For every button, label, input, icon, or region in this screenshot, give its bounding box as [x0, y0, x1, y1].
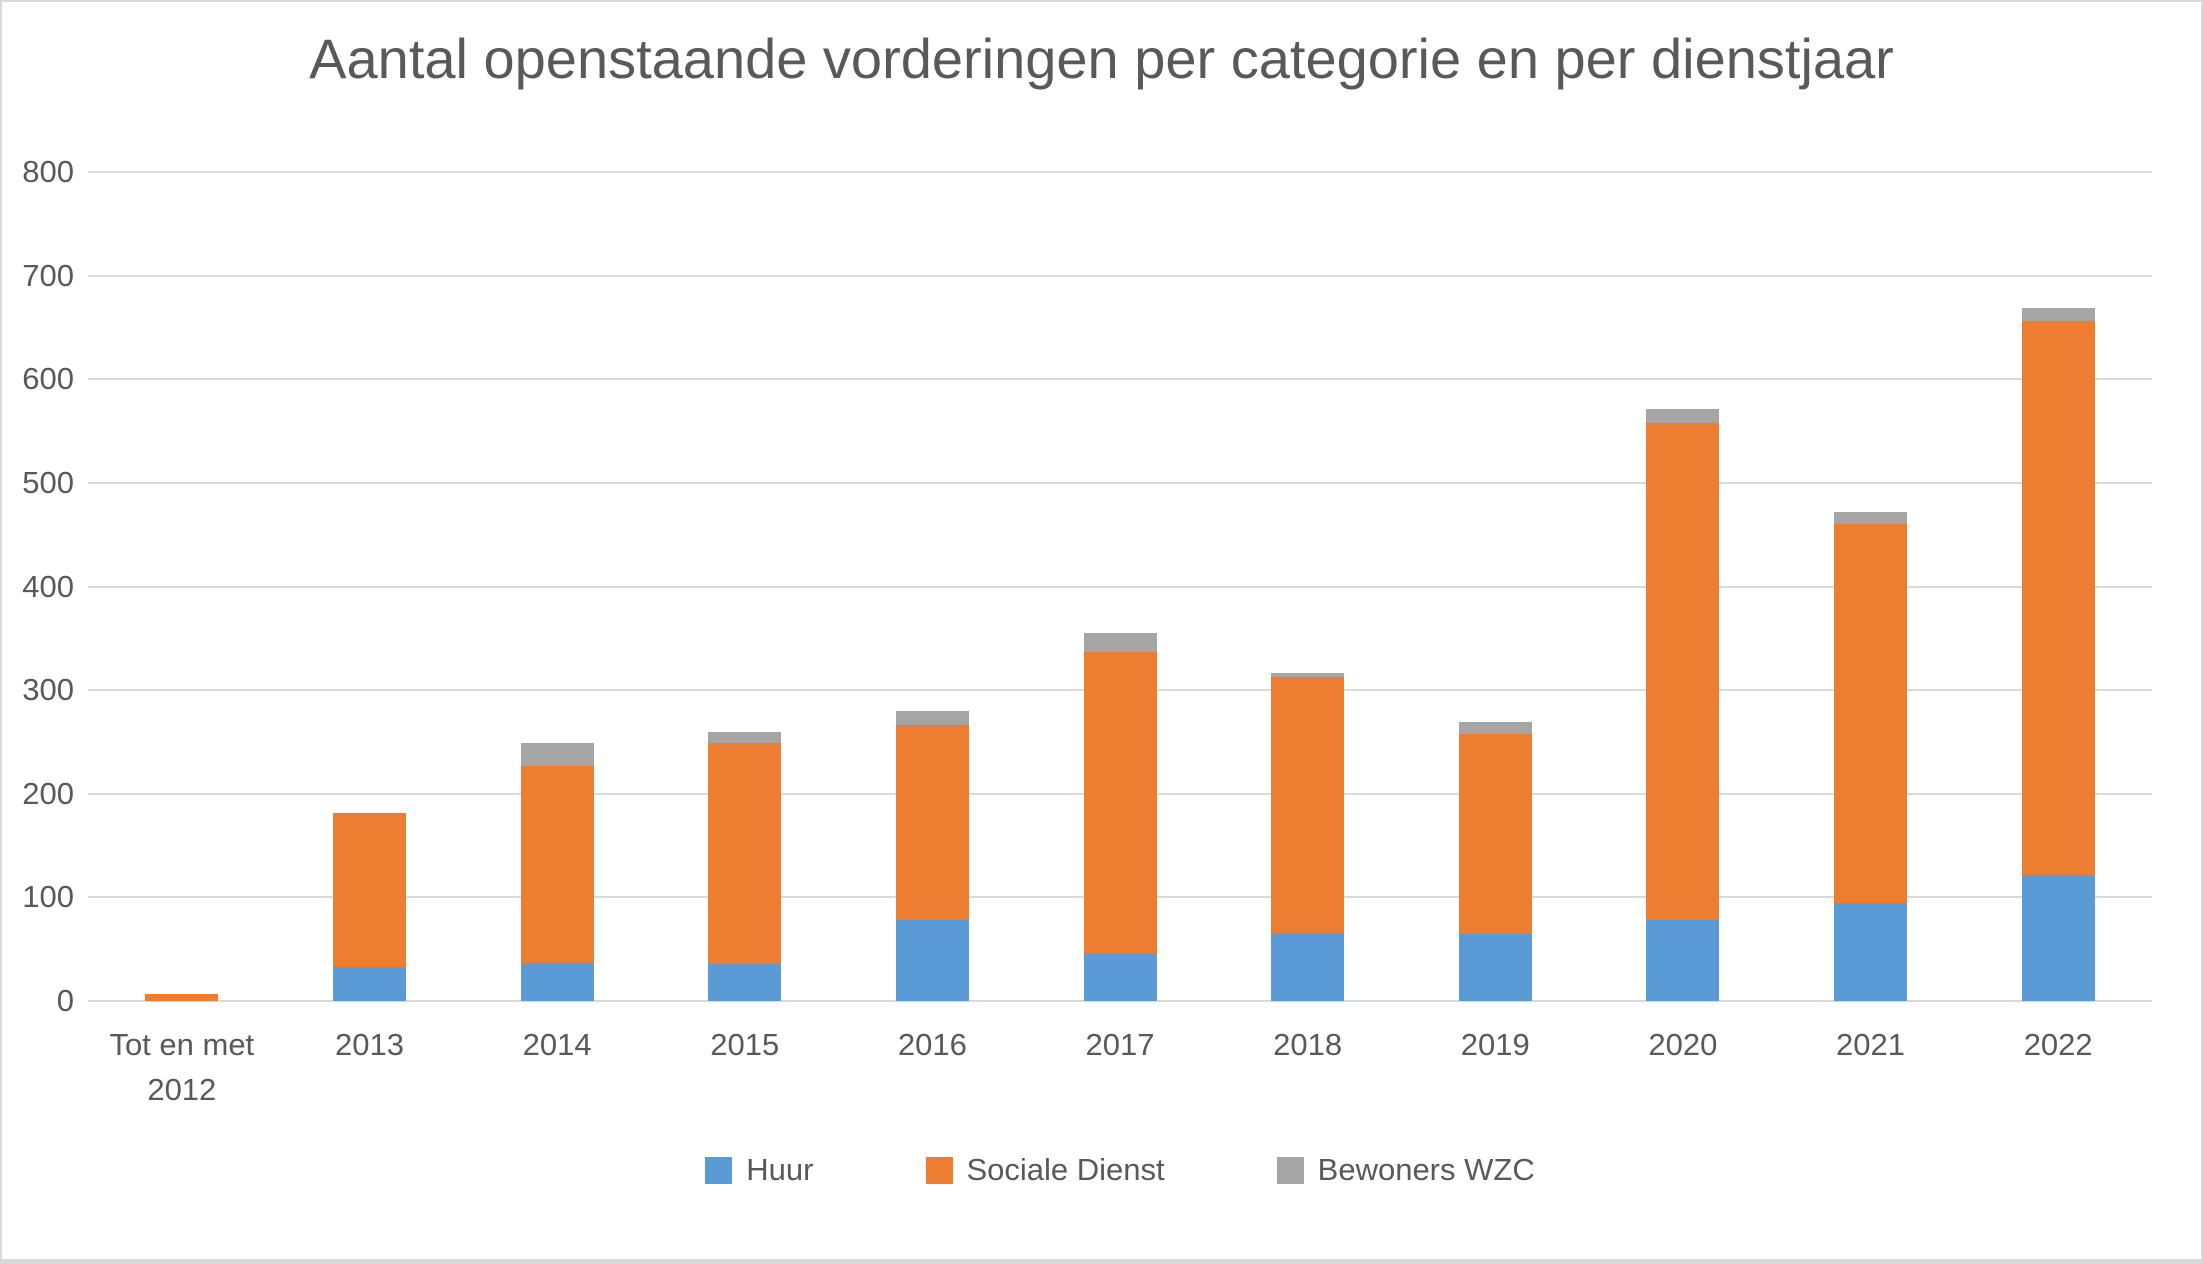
- bar-segment-sociale-dienst: [1646, 422, 1720, 921]
- bar-2021: [1834, 511, 1908, 1001]
- bar-segment-sociale-dienst: [895, 725, 969, 921]
- x-axis-label: Tot en met 2012: [109, 1027, 255, 1107]
- gridline-800: [88, 171, 2152, 173]
- bar-2014: [520, 743, 594, 1001]
- legend-swatch-huur-icon: [705, 1156, 733, 1184]
- chart-title: Aantal openstaande vorderingen per categ…: [309, 27, 1894, 90]
- x-axis-label: 2013: [334, 1027, 404, 1062]
- legend-item-bewoners-wzc: Bewoners WZC: [1276, 1152, 1535, 1188]
- y-axis-label: 100: [22, 879, 74, 915]
- gridline-500: [88, 481, 2152, 484]
- bar-2022: [2021, 307, 2095, 1001]
- gridline-600: [88, 378, 2152, 381]
- bar-2016: [895, 710, 969, 1001]
- x-axis-label: 2019: [1460, 1027, 1530, 1062]
- legend-label-huur: Huur: [746, 1152, 814, 1187]
- bar-segment-bewoners-wzc: [2021, 307, 2095, 322]
- gridline-400: [88, 585, 2152, 588]
- bar-segment-sociale-dienst: [708, 742, 782, 964]
- legend-label-sociale-dienst: Sociale Dienst: [966, 1152, 1165, 1187]
- bar-2020: [1646, 409, 1720, 1001]
- y-axis-label: 400: [22, 568, 74, 604]
- bar-segment-huur: [1458, 933, 1532, 1001]
- bar-2017: [1083, 633, 1157, 1001]
- x-axis-label: 2020: [1648, 1027, 1718, 1062]
- bar-2019: [1458, 722, 1532, 1001]
- legend-item-sociale-dienst: Sociale Dienst: [925, 1152, 1165, 1188]
- bar-segment-bewoners-wzc: [1646, 409, 1720, 423]
- bar-tot-en-met-2012: [145, 993, 219, 1001]
- bar-2013: [332, 813, 406, 1001]
- bar-segment-sociale-dienst: [520, 765, 594, 963]
- bar-segment-huur: [332, 966, 406, 1001]
- bar-segment-sociale-dienst: [1083, 651, 1157, 955]
- legend-item-huur: Huur: [705, 1152, 814, 1188]
- x-axis-label: 2016: [897, 1027, 967, 1062]
- bar-segment-huur: [1646, 920, 1720, 1001]
- bar-segment-huur: [1083, 954, 1157, 1001]
- bar-segment-bewoners-wzc: [1834, 511, 1908, 525]
- y-axis-label: 200: [22, 775, 74, 811]
- x-axis-label: 2021: [1836, 1027, 1906, 1062]
- legend-swatch-bewoners-wzc-icon: [1276, 1156, 1304, 1184]
- x-axis-label: 2014: [522, 1027, 592, 1062]
- bar-segment-bewoners-wzc: [895, 710, 969, 726]
- x-axis-label: 2018: [1273, 1027, 1343, 1062]
- bar-segment-sociale-dienst: [2021, 321, 2095, 875]
- bar-segment-bewoners-wzc: [1458, 722, 1532, 734]
- bar-2015: [708, 731, 782, 1001]
- legend-label-bewoners-wzc: Bewoners WZC: [1317, 1152, 1535, 1187]
- legend: Huur Sociale Dienst Bewoners WZC: [88, 1152, 2152, 1188]
- bar-segment-sociale-dienst: [1271, 676, 1345, 933]
- bar-segment-huur: [1834, 902, 1908, 1001]
- bar-segment-bewoners-wzc: [1271, 672, 1345, 677]
- bar-segment-sociale-dienst: [145, 993, 219, 1001]
- x-axis-label: 2017: [1085, 1027, 1155, 1062]
- bar-segment-huur: [895, 920, 969, 1001]
- y-axis-label: 800: [22, 154, 74, 189]
- bar-segment-bewoners-wzc: [520, 743, 594, 766]
- bar-segment-bewoners-wzc: [708, 731, 782, 743]
- legend-swatch-sociale-dienst-icon: [925, 1156, 953, 1184]
- y-axis-label: 700: [22, 257, 74, 293]
- bar-segment-bewoners-wzc: [1083, 633, 1157, 652]
- bar-segment-sociale-dienst: [332, 813, 406, 967]
- y-axis-label: 600: [22, 361, 74, 397]
- bar-segment-huur: [708, 963, 782, 1001]
- gridline-700: [88, 274, 2152, 277]
- gridline-0: [88, 1000, 2152, 1002]
- plot-area: [88, 171, 2152, 1002]
- x-axis-label: 2022: [2023, 1027, 2093, 1062]
- y-axis-label: 500: [22, 464, 74, 500]
- y-axis-label: 0: [56, 983, 74, 1018]
- bar-2018: [1271, 672, 1345, 1001]
- bar-segment-sociale-dienst: [1458, 733, 1532, 934]
- bar-segment-huur: [520, 962, 594, 1001]
- bar-segment-huur: [2021, 874, 2095, 1001]
- bar-segment-sociale-dienst: [1834, 524, 1908, 903]
- x-axis-label: 2015: [710, 1027, 780, 1062]
- y-axis-label: 300: [22, 672, 74, 708]
- bar-segment-huur: [1271, 932, 1345, 1001]
- bars-layer: [88, 172, 2152, 1001]
